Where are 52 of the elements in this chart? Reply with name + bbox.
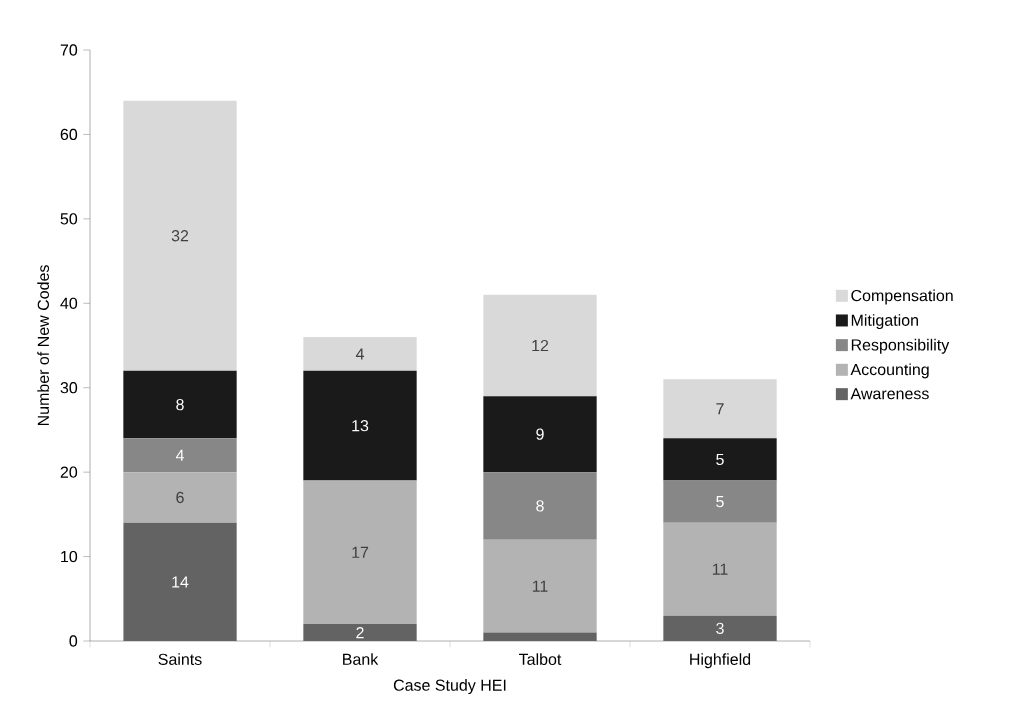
y-tick-label: 0	[69, 635, 78, 647]
y-tick-label: 30	[60, 382, 78, 394]
data-label: 11	[712, 563, 728, 575]
data-label: 32	[171, 230, 189, 242]
y-tick-label: 10	[61, 550, 78, 563]
bar	[123, 438, 237, 473]
x-tick-label: Talbot	[519, 653, 562, 666]
bar	[123, 100, 237, 371]
x-axis-title: Case Study HEI	[393, 679, 506, 695]
legend-label: Awareness	[850, 388, 929, 400]
legend-label: Mitigation	[851, 314, 918, 330]
data-label: 9	[536, 428, 544, 440]
y-tick-label: 20	[60, 466, 78, 478]
data-label: 4	[175, 449, 184, 461]
x-tick-label: Bank	[343, 653, 379, 666]
bar	[483, 472, 597, 540]
legend-label: Accounting	[850, 363, 929, 379]
bar	[123, 370, 237, 439]
bar	[123, 472, 237, 523]
data-label: 11	[532, 580, 548, 592]
y-tick-label: 50	[60, 213, 78, 225]
data-label: 3	[716, 622, 724, 634]
data-label: 7	[716, 403, 724, 415]
x-tick-label: Saints	[158, 653, 202, 666]
data-label: 13	[352, 420, 369, 432]
x-tick-label: Highfield	[690, 653, 751, 669]
data-label: 8	[176, 398, 184, 411]
data-label: 14	[172, 576, 189, 588]
legend-label: Compensation	[851, 289, 953, 305]
bar	[483, 396, 597, 473]
bar	[663, 438, 777, 481]
bar	[303, 480, 417, 625]
y-tick-label: 70	[60, 44, 78, 56]
bar	[483, 294, 597, 397]
data-label: 2	[356, 626, 364, 639]
bar	[663, 522, 777, 616]
bar	[303, 370, 417, 481]
bar	[303, 337, 417, 371]
y-tick-label: 60	[60, 128, 78, 141]
bar	[663, 379, 777, 439]
y-tick-label: 40	[60, 297, 78, 309]
data-label: 17	[352, 546, 369, 558]
data-label: 12	[532, 339, 549, 352]
y-axis-title: Number of New Codes	[37, 265, 49, 426]
data-label: 8	[536, 500, 544, 512]
legend-label: Responsibility	[851, 338, 950, 354]
data-label: 5	[716, 496, 724, 508]
data-label: 5	[716, 453, 724, 466]
data-label: 4	[355, 348, 364, 360]
bar	[663, 480, 777, 523]
data-label: 6	[176, 491, 184, 504]
bar	[483, 539, 597, 633]
